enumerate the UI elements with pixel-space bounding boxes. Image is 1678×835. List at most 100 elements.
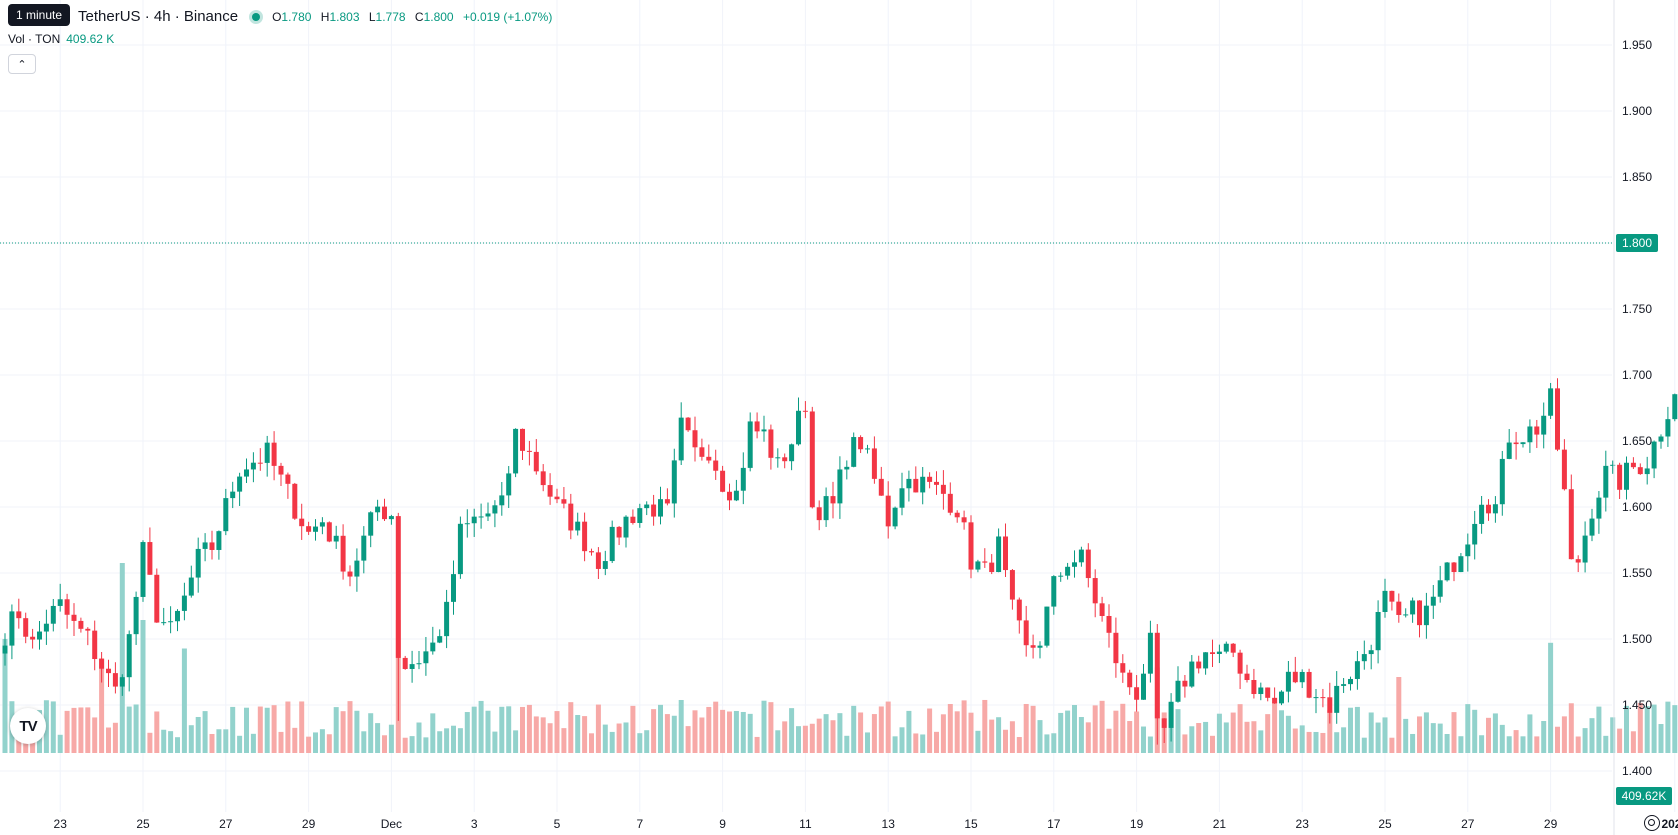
tradingview-logo[interactable]: TV	[10, 708, 46, 744]
volume-bar	[299, 701, 305, 753]
candle	[1285, 660, 1291, 703]
candle	[630, 509, 636, 525]
x-tick-label: 2026	[1661, 817, 1678, 831]
y-tick-label: 1.500	[1622, 632, 1652, 646]
candle	[920, 467, 926, 505]
candle	[264, 435, 270, 477]
volume-bar	[92, 717, 98, 753]
candle	[30, 628, 36, 649]
volume-bar	[865, 732, 870, 753]
volume-bar	[651, 709, 657, 753]
ohlc-values: O1.780 H1.803 L1.778 C1.800 +0.019 (+1.0…	[272, 10, 558, 24]
candle	[451, 560, 456, 615]
candle	[71, 603, 77, 637]
volume-bar	[1141, 726, 1146, 753]
candle	[789, 443, 795, 471]
candle	[1492, 496, 1498, 523]
volume-bar	[1106, 728, 1112, 753]
volume-bar	[1458, 736, 1464, 753]
volume-bar	[437, 731, 443, 753]
candle	[1120, 654, 1126, 683]
candle	[796, 397, 801, 446]
volume-bar	[1430, 723, 1436, 753]
volume-bar	[1444, 734, 1450, 753]
candle	[1085, 543, 1091, 588]
candle	[1306, 668, 1312, 699]
y-tick-label: 1.450	[1622, 698, 1652, 712]
candle	[2, 633, 8, 666]
volume-bar	[1589, 718, 1595, 753]
candle	[692, 416, 698, 462]
candle	[147, 527, 153, 575]
candle	[982, 548, 988, 568]
volume-bar	[658, 704, 663, 753]
candle	[37, 621, 42, 650]
candle	[140, 540, 146, 602]
candle	[1651, 440, 1657, 479]
candle	[1299, 669, 1305, 689]
candle	[1113, 617, 1119, 678]
candle	[1658, 434, 1664, 449]
volume-bar	[1147, 736, 1153, 753]
candle	[1196, 655, 1202, 674]
candle	[754, 412, 760, 439]
volume-bar	[609, 731, 615, 753]
collapse-legend-button[interactable]: ⌃	[8, 54, 36, 74]
volume-bar	[1065, 710, 1071, 753]
candle	[1520, 442, 1526, 448]
candlesticks	[2, 378, 1678, 745]
volume-bar	[961, 700, 967, 753]
candle	[1430, 584, 1436, 619]
candle	[78, 617, 84, 633]
volume-bar	[1237, 704, 1243, 753]
price-axis[interactable]: 1.950 1.900 1.850 1.800 1.750 1.700 1.650 1.600…	[1622, 38, 1652, 778]
volume-label[interactable]: Vol · TON	[8, 32, 61, 46]
low-value: 1.778	[375, 9, 406, 24]
volume-bar	[1637, 702, 1643, 753]
volume-bar	[1189, 726, 1195, 753]
candle	[816, 500, 822, 531]
candle	[961, 510, 967, 530]
gear-icon[interactable]	[1644, 815, 1660, 831]
candle	[1016, 597, 1022, 634]
candle	[430, 626, 436, 655]
y-tick-label: 1.950	[1622, 38, 1652, 52]
candle	[1596, 491, 1602, 534]
candle	[9, 604, 15, 660]
x-tick-label: 29	[1544, 817, 1558, 831]
candle	[1334, 671, 1340, 724]
chart-grid	[0, 0, 1676, 812]
volume-bar	[775, 730, 781, 753]
candle	[1003, 523, 1008, 577]
candle	[154, 568, 160, 623]
volume-bar	[1506, 736, 1512, 753]
candle	[285, 472, 291, 499]
volume-bar	[1541, 720, 1547, 753]
candle	[934, 471, 939, 495]
candle	[409, 650, 415, 683]
candle	[1527, 419, 1533, 453]
volume-bar	[1499, 724, 1505, 753]
volume-bar	[471, 706, 477, 753]
candle	[1672, 393, 1678, 422]
volume-bar	[313, 732, 318, 753]
volume-bar	[409, 736, 415, 753]
symbol-title[interactable]: TetherUS · 4h · Binance	[78, 8, 239, 25]
time-axis[interactable]: 23252729Dec35791113151719212325272920263…	[54, 817, 1678, 831]
candle	[1134, 675, 1140, 712]
candle	[975, 559, 981, 573]
volume-bar	[664, 714, 670, 753]
volume-bar	[1334, 732, 1340, 753]
volume-bar	[354, 710, 360, 753]
volume-badge: 409.62K	[1616, 787, 1672, 805]
candle	[940, 470, 946, 510]
candle	[513, 428, 519, 478]
volume-bar	[796, 726, 801, 753]
volume-bar	[1258, 730, 1264, 753]
candle	[554, 488, 560, 504]
x-tick-label: 11	[799, 817, 812, 831]
candle	[906, 470, 912, 502]
volume-bar	[382, 735, 387, 753]
volume-bar	[188, 725, 194, 753]
